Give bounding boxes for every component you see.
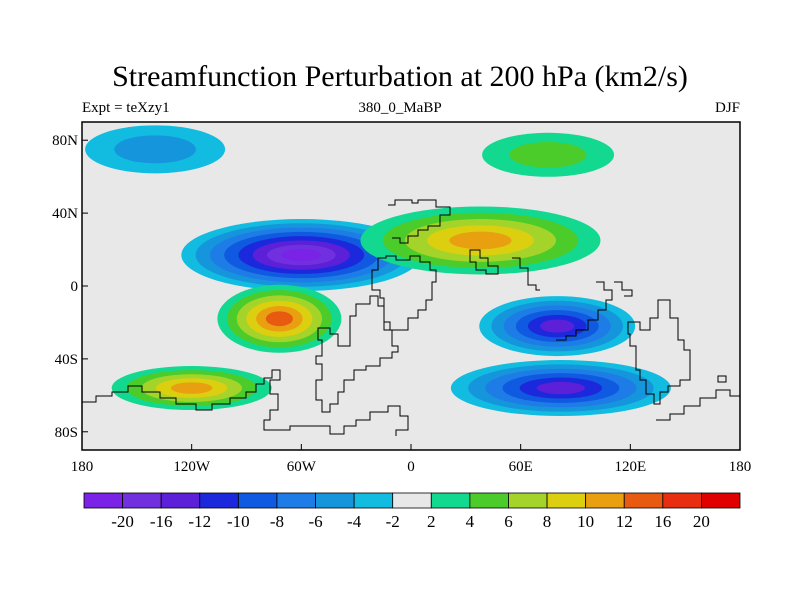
x-tick-label: 120W (173, 459, 211, 475)
streamfunction-field (82, 122, 740, 450)
coastline-antarctica-east (656, 389, 740, 421)
x-tick-label: 60E (509, 459, 533, 475)
x-tick-label: 60W (287, 459, 317, 475)
contour-level (265, 311, 293, 327)
colorbar-box (83, 492, 123, 509)
colorbar-box (662, 492, 702, 509)
anomaly-1 (217, 284, 342, 353)
colorbar-box (160, 492, 201, 509)
colorbar-box (353, 492, 394, 509)
contour-level (170, 382, 213, 394)
colorbar-box (237, 492, 278, 509)
colorbar-box (623, 492, 664, 509)
colorbar-box (469, 492, 509, 509)
colorbar-box (276, 492, 316, 509)
y-tick-label: 40S (55, 352, 78, 368)
coastline-eurasia (388, 199, 451, 244)
colorbar-box (546, 492, 587, 509)
colorbar-label: 8 (543, 512, 552, 531)
x-tick-label: 0 (407, 459, 415, 475)
colorbar-label: 12 (616, 512, 633, 531)
left-subtitle: Expt = teXzy1 (82, 100, 170, 116)
colorbar-label: -8 (270, 512, 284, 531)
colorbar-label: 10 (577, 512, 594, 531)
colorbar-label: -2 (386, 512, 400, 531)
coastline-se-asia (556, 281, 633, 341)
colorbar-box (392, 492, 432, 509)
y-tick-label: 80S (55, 425, 78, 441)
colorbar-box (122, 492, 162, 509)
anomaly-2 (111, 366, 272, 411)
x-tick-label: 120E (614, 459, 646, 475)
colorbar-label: -10 (227, 512, 250, 531)
center-subtitle: 380_0_MaBP (358, 100, 442, 116)
contour-level (449, 231, 512, 250)
contour-level (536, 381, 585, 395)
latitude-axis: 80N 40N 0 40S 80S (52, 133, 88, 441)
colorbar-box (585, 492, 625, 509)
longitude-axis: 180 120W 60W 0 60E 120E 180 (71, 444, 752, 475)
anomaly-3 (360, 206, 601, 275)
x-tick-label: 180 (71, 459, 94, 475)
coastline-india (512, 257, 540, 291)
colorbar-box (701, 492, 741, 509)
land-outlines (82, 199, 740, 436)
colorbar-label: -16 (150, 512, 173, 531)
anomaly-0 (181, 219, 422, 292)
coastline-antarctica (82, 369, 409, 436)
colorbar-label: 4 (466, 512, 475, 531)
colorbar-label: 20 (693, 512, 710, 531)
colorbar-box (315, 492, 355, 509)
colorbar-label: -6 (308, 512, 322, 531)
colorbar-box (430, 492, 471, 509)
contour-level (540, 319, 575, 333)
anomaly-5 (450, 360, 671, 417)
coastline-australia (627, 299, 691, 405)
anomaly-7 (482, 132, 615, 177)
contour-level (509, 141, 587, 168)
coastline-new-zealand (717, 375, 727, 383)
colorbar-label: 16 (654, 512, 671, 531)
colorbar-box (199, 492, 239, 509)
x-tick-label: 180 (729, 459, 752, 475)
coastline-arabia (469, 249, 499, 275)
y-tick-label: 0 (71, 279, 79, 295)
chart-title: Streamfunction Perturbation at 200 hPa (… (112, 60, 688, 93)
y-tick-label: 40N (52, 206, 78, 222)
colorbar: -20 -16 -12 -10 -8 -6 -4 -2 2 4 6 8 10 12 16 20 (83, 492, 741, 531)
right-subtitle: DJF (714, 100, 740, 116)
colorbar-label: -20 (111, 512, 134, 531)
colorbar-label: -4 (347, 512, 362, 531)
coastline-africa (371, 255, 437, 331)
colorbar-label: 2 (427, 512, 436, 531)
contour-level (114, 135, 196, 164)
colorbar-label: 6 (504, 512, 513, 531)
colorbar-box (508, 492, 548, 509)
anomaly-4 (479, 296, 636, 357)
coastline-south-america (315, 295, 399, 413)
y-tick-label: 80N (52, 133, 78, 149)
colorbar-label: -12 (188, 512, 211, 531)
anomaly-6 (85, 125, 226, 174)
contour-level (281, 249, 322, 262)
